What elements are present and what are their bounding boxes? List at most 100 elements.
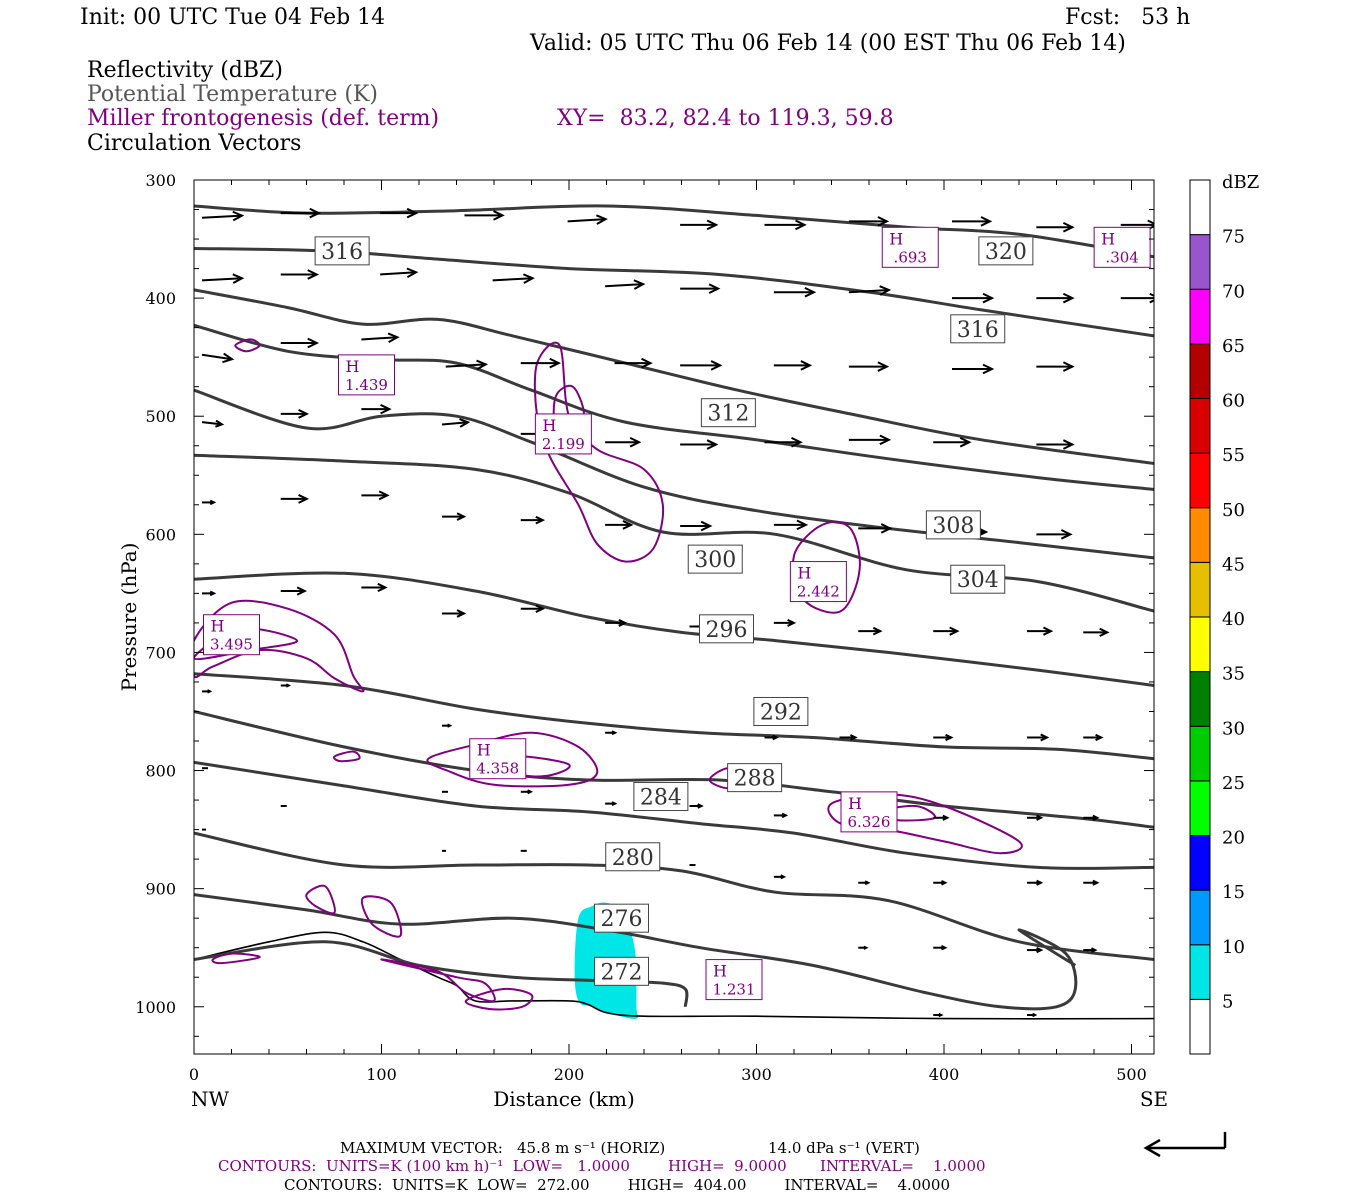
x-tick-label-200: 200	[554, 1065, 585, 1084]
circulation-vector-47	[442, 512, 467, 521]
theta-line-300	[194, 453, 1154, 613]
vector-head	[1040, 733, 1050, 742]
vector-head	[523, 273, 535, 284]
circulation-vector-91	[858, 880, 871, 886]
vector-head	[945, 733, 954, 742]
circulation-vector-11	[201, 273, 245, 284]
colorbar-label-40: 40	[1222, 609, 1245, 630]
vector-head	[459, 418, 471, 428]
plot-frame	[193, 179, 1155, 1055]
vector-head	[1036, 814, 1044, 821]
vector-head	[618, 618, 628, 627]
vector-head	[535, 515, 546, 525]
vector-shaft	[201, 353, 233, 361]
terrain-line	[193, 931, 1155, 1020]
vector-head	[1062, 439, 1075, 450]
theta-label-box	[978, 236, 1034, 266]
circulation-vector-6	[764, 219, 807, 231]
vector-head	[215, 419, 225, 428]
theta-label-box	[594, 956, 649, 986]
circulation-vector-45	[280, 494, 310, 504]
colorbar-label-20: 20	[1222, 828, 1245, 849]
vector-head	[700, 520, 713, 532]
vector-head	[1149, 292, 1154, 304]
theta-label-312: 312	[700, 398, 756, 428]
vector-head	[710, 360, 723, 371]
circulation-vector-62	[773, 618, 797, 627]
fronto-max-box	[840, 791, 898, 833]
vector-head	[850, 734, 858, 741]
circulation-vector-27	[614, 357, 653, 369]
circulation-vector-48	[520, 515, 546, 525]
colorbar-label-45: 45	[1222, 554, 1245, 575]
fronto-max-value: 1.231	[713, 981, 756, 999]
circulation-vector-0	[201, 210, 245, 222]
theta-label-text: 300	[694, 548, 736, 573]
vector-head	[633, 279, 646, 290]
vector-head	[1147, 219, 1154, 231]
vector-head	[1092, 879, 1100, 886]
vector-head	[941, 944, 948, 951]
colorbar-swatch-8	[1189, 561, 1211, 618]
colorbar-label-65: 65	[1222, 336, 1245, 357]
fronto-contour-15	[211, 952, 261, 965]
vector-head	[879, 285, 892, 296]
vector-shaft	[441, 421, 469, 426]
x-axis-label: Distance (km)	[493, 1087, 635, 1111]
theta-label-text: 296	[706, 618, 748, 643]
vector-shaft	[380, 271, 417, 276]
circulation-vector-83	[1027, 814, 1044, 821]
theta-line-292	[194, 672, 1154, 761]
theta-label-text: 272	[601, 960, 643, 985]
vector-head	[447, 723, 453, 728]
fronto-max-7: H6.326	[840, 791, 898, 833]
theta-label-box	[925, 510, 981, 540]
fronto-max-value: 1.439	[345, 376, 388, 394]
circulation-vector-39	[680, 439, 719, 450]
y-tick-label-900: 900	[145, 880, 176, 899]
fronto-max-letter: H	[211, 617, 225, 636]
vector-head	[476, 359, 489, 371]
circulation-vector-82	[933, 814, 950, 821]
max-vector-vert: 14.0 dPa s⁻¹ (VERT)	[768, 1139, 920, 1157]
fronto-max-box	[705, 959, 763, 1001]
circulation-vector-17	[773, 286, 817, 298]
vector-head	[980, 216, 993, 227]
circulation-vector-74	[1027, 733, 1050, 742]
colorbar-swatch-1	[1189, 944, 1211, 1000]
vector-head	[285, 683, 292, 688]
fronto-max-value: .304	[1105, 248, 1138, 266]
circulation-vector-10	[1120, 219, 1154, 231]
vector-head	[781, 812, 789, 819]
theta-label-text: 308	[932, 514, 974, 539]
theta-label-276: 276	[594, 903, 649, 933]
vector-head	[938, 1012, 944, 1018]
vector-head	[708, 283, 721, 294]
vector-head	[949, 626, 960, 636]
circulation-vector-50	[680, 520, 713, 532]
fronto-max-letter: H	[1101, 229, 1115, 248]
circulation-vector-4	[567, 214, 608, 225]
circulation-vector-80	[689, 803, 704, 809]
vector-head	[209, 499, 217, 506]
vector-shaft	[492, 277, 533, 282]
colorbar-swatch-14	[1189, 234, 1211, 290]
colorbar-swatch-4	[1189, 780, 1211, 836]
vector-head	[380, 403, 392, 415]
theta-label-box	[700, 398, 756, 428]
circulation-vector-2	[380, 207, 419, 219]
fronto-max-value: 2.442	[797, 583, 840, 601]
circulation-vector-46	[361, 490, 390, 501]
vector-head	[959, 436, 972, 448]
x-tick-label-300: 300	[741, 1065, 772, 1084]
theta-label-text: 316	[321, 240, 363, 265]
circulation-vector-41	[848, 434, 892, 446]
fronto-contour-13	[361, 895, 403, 938]
circulation-vector-99	[933, 1012, 944, 1018]
reference-vector	[1143, 1132, 1227, 1158]
y-tick-label-400: 400	[145, 289, 176, 308]
vector-head	[307, 269, 320, 280]
vector-head	[1062, 221, 1075, 233]
fronto-max-5: H2.442	[789, 561, 847, 603]
